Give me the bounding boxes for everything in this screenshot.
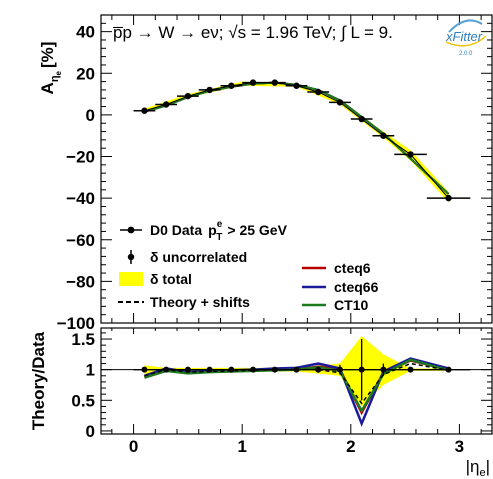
upper-y-axis-title: Aηe [%] — [38, 42, 63, 95]
upper-x-ticks — [111, 15, 482, 323]
upper-y-axis-title-subsub: e — [54, 70, 63, 75]
upper-y-tick-label: 0 — [86, 106, 95, 125]
lower-data-point — [445, 366, 452, 373]
lower-data-point — [206, 366, 213, 373]
upper-y-axis-title-unit: [%] — [38, 42, 57, 68]
lower-x-axis-title-sub: e — [479, 467, 485, 479]
lower-y-tick-label: 0.5 — [71, 391, 95, 410]
lower-y-ticks: 0 0.5 1 1.5 — [71, 330, 492, 441]
upper-theory-layer — [144, 81, 450, 195]
legend-uncorrelated-label: δ uncorrelated — [150, 249, 247, 265]
upper-data-point — [358, 115, 365, 123]
legend-data-label-sub: T — [216, 232, 222, 243]
legend-data: D0 Data pe T > 25 GeV δ uncorrelated δ tota… — [118, 219, 288, 310]
lower-x-tick-label: 0 — [129, 437, 138, 456]
upper-data-point — [407, 151, 414, 158]
lower-y-tick-label: 0 — [86, 422, 95, 441]
xfitter-logo: xFitter 2.0.0 — [445, 19, 487, 57]
legend-data-label: D0 Data pe T > 25 GeV — [150, 219, 288, 243]
upper-y-tick-label: 20 — [76, 64, 95, 83]
lower-data-point — [141, 366, 148, 373]
lower-data-point — [380, 366, 387, 373]
lower-data-point — [407, 366, 414, 373]
lower-y-tick-label: 1 — [86, 361, 95, 380]
lower-panel: 0 0.5 1 1.5 0 1 2 3 Theory/Data |ηe| — [29, 327, 493, 479]
upper-data-point — [206, 86, 213, 94]
upper-y-tick-label: −100 — [57, 314, 95, 333]
upper-data-point — [271, 79, 278, 86]
upper-y-tick-label: −20 — [66, 148, 95, 167]
lower-x-axis-title-tail: | — [486, 457, 490, 476]
upper-y-axis-title-main: A — [38, 82, 57, 94]
upper-data-point — [315, 88, 322, 96]
upper-band-layer — [144, 81, 449, 203]
lower-data-point — [184, 366, 191, 373]
process-annotation: p̅p → W → eν; √s = 1.96 TeV; ∫ L = 9. — [113, 23, 393, 42]
lower-data-point — [358, 366, 365, 373]
lower-y-tick-label: 1.5 — [71, 330, 95, 349]
upper-line-cteq6 — [144, 81, 450, 195]
upper-data-point — [380, 132, 387, 139]
upper-data-point — [249, 79, 257, 86]
upper-data-point — [293, 82, 300, 89]
upper-y-tick-label: 40 — [76, 23, 95, 42]
lower-x-axis-title-main: |η — [466, 457, 480, 476]
upper-y-tick-label: −80 — [66, 272, 95, 291]
lower-data-point — [228, 366, 235, 373]
upper-y-tick-label: −40 — [66, 189, 95, 208]
upper-data-point — [445, 194, 452, 202]
upper-y-tick-label: −60 — [66, 231, 95, 250]
lower-data-point — [163, 366, 170, 373]
upper-data-point — [162, 101, 170, 108]
xfitter-logo-version: 2.0.0 — [459, 51, 473, 57]
legend-errbar-dot — [127, 253, 135, 261]
lower-y-axis-title: Theory/Data — [29, 331, 48, 430]
legend-total-label: δ total — [150, 271, 192, 287]
legend-total-box — [119, 272, 143, 286]
upper-total-band — [144, 81, 449, 203]
lower-x-tick-label: 1 — [237, 437, 246, 456]
lower-data-point — [336, 366, 343, 373]
legend-marker-dot — [127, 226, 135, 234]
lower-x-tick-label: 3 — [455, 437, 464, 456]
upper-line-cteq66 — [144, 81, 450, 195]
xfitter-logo-text: xFitter — [445, 29, 483, 44]
lower-data-point — [250, 366, 257, 373]
legend-data-label-main: D0 Data — [150, 222, 202, 238]
upper-plot-frame — [100, 14, 493, 324]
lower-data-point — [271, 366, 278, 373]
lower-x-tick-label: 2 — [346, 437, 355, 456]
lower-plot-frame — [100, 327, 493, 435]
legend-ct10-label: CT10 — [334, 297, 368, 313]
upper-data-point — [228, 82, 235, 89]
lower-x-axis-title: |ηe| — [466, 457, 490, 479]
legend-data-label-sup: e — [217, 219, 223, 230]
upper-y-ticks: −100 −80 −60 −40 −20 0 20 40 — [57, 14, 492, 333]
legend-pdf: cteq6 cteq66 CT10 — [302, 260, 379, 313]
lower-data-layer — [133, 339, 471, 401]
legend-cteq66-label: cteq66 — [334, 279, 379, 295]
upper-data-point — [141, 107, 148, 114]
upper-data-point — [336, 99, 344, 106]
legend-cteq6-label: cteq6 — [334, 260, 371, 276]
upper-data-layer — [133, 79, 471, 202]
upper-data-line — [144, 82, 449, 199]
xfitter-logo-swoosh-icon — [448, 19, 483, 33]
upper-line-ct10 — [144, 81, 450, 195]
lower-data-point — [293, 366, 300, 373]
legend-theory-label: Theory + shifts — [150, 294, 250, 310]
lower-x-ticks: 0 1 2 3 — [111, 328, 482, 456]
legend-data-label-tail: > 25 GeV — [227, 222, 287, 238]
upper-y-axis-title-sub: η — [49, 75, 61, 82]
lower-data-point — [315, 366, 322, 373]
upper-data-point — [184, 92, 192, 100]
xfitter-logo-swoosh2-icon — [445, 35, 487, 47]
